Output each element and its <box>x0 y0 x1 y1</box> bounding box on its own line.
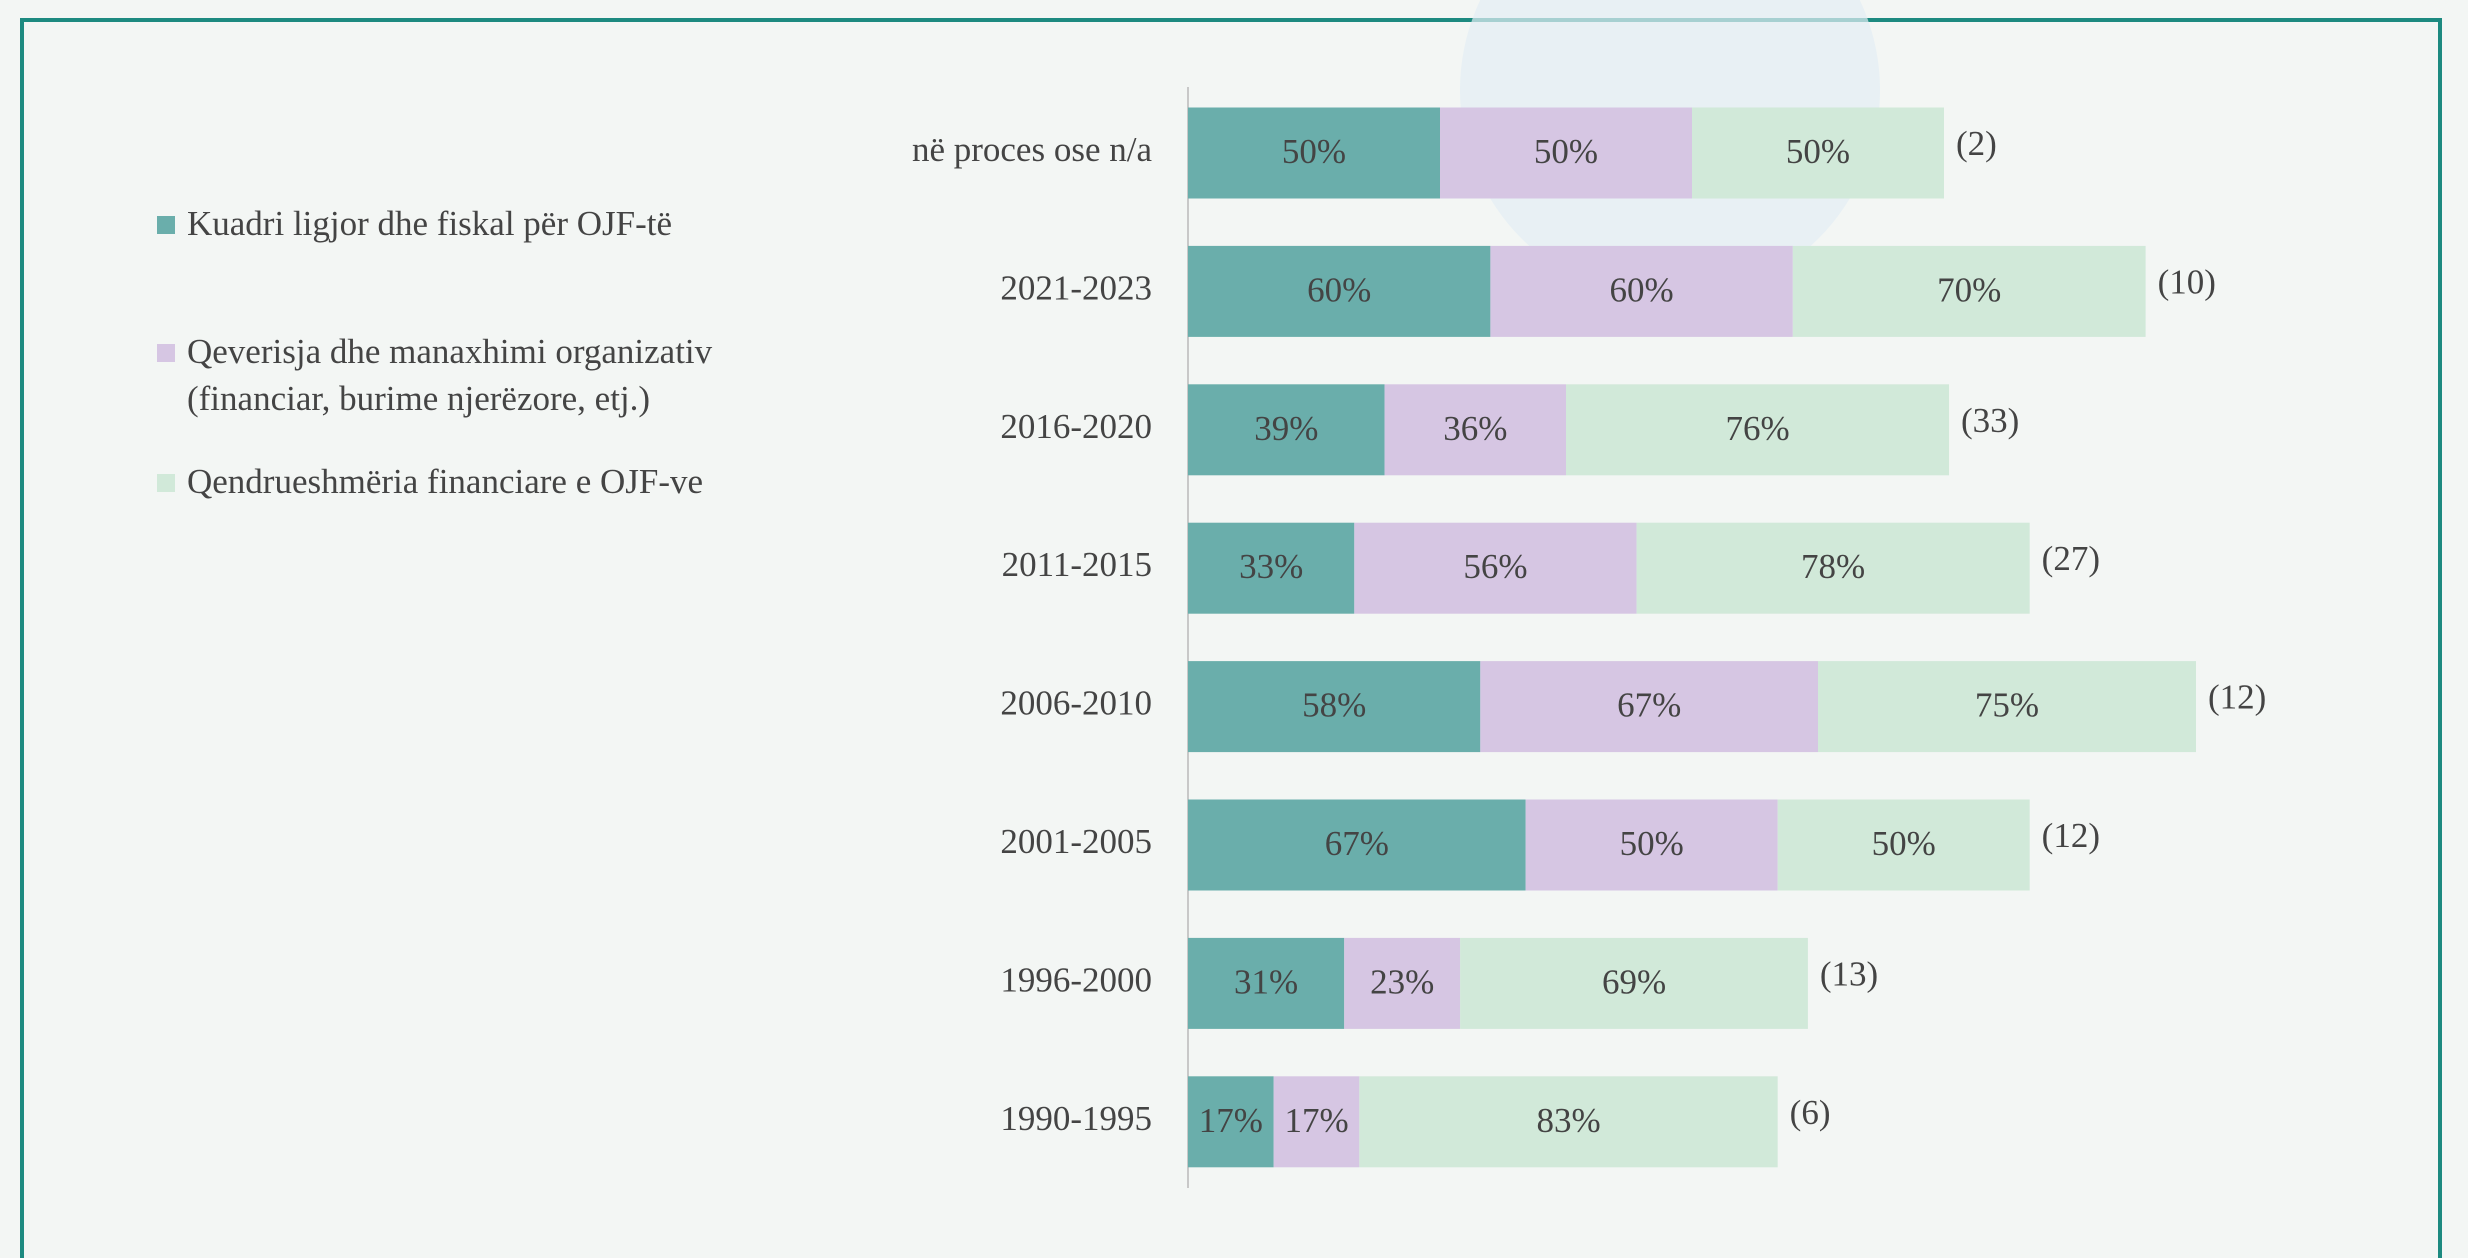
data-label: 70% <box>1937 270 2001 309</box>
category-label: 2011-2015 <box>1002 545 1152 584</box>
bar-segment <box>1188 245 1491 337</box>
annotation: (12) <box>2042 816 2100 855</box>
bar-segment <box>1273 1076 1360 1168</box>
data-label: 60% <box>1307 270 1371 309</box>
bar-segment <box>1692 107 1944 199</box>
bar-segment <box>1480 661 1818 753</box>
legend-label: Qeverisja dhe manaxhimi organizativ (fin… <box>187 332 713 418</box>
bar-segment <box>1440 107 1692 199</box>
data-label: 69% <box>1602 962 1666 1001</box>
data-label: 39% <box>1254 409 1318 448</box>
bar-segment <box>1188 937 1345 1029</box>
data-label: 17% <box>1199 1101 1263 1140</box>
bar-segment <box>1792 245 2146 337</box>
category-label: 2006-2010 <box>1000 684 1152 723</box>
category-label: 2021-2023 <box>1000 268 1152 307</box>
bar-segment <box>1525 799 1778 891</box>
data-label: 67% <box>1325 824 1389 863</box>
annotation: (12) <box>2208 678 2266 717</box>
category-label: 2016-2020 <box>1000 407 1152 446</box>
bar-segment <box>1359 1076 1778 1168</box>
legend-item: Qendrueshmëria financiare e OJF-ve <box>157 458 847 505</box>
legend-swatch <box>157 216 175 234</box>
data-label: 50% <box>1786 132 1850 171</box>
legend-label: Kuadri ligjor dhe fiskal për OJF-të <box>187 204 673 243</box>
data-label: 60% <box>1610 270 1674 309</box>
bar-segment <box>1490 245 1793 337</box>
bar-segment <box>1636 522 2030 614</box>
bar-segment <box>1777 799 2030 891</box>
legend-item: Qeverisja dhe manaxhimi organizativ (fin… <box>157 328 847 422</box>
data-label: 36% <box>1443 409 1507 448</box>
data-label: 78% <box>1801 547 1865 586</box>
bar-segment <box>1188 384 1385 476</box>
data-label: 56% <box>1463 547 1527 586</box>
data-label: 76% <box>1725 409 1789 448</box>
data-label: 50% <box>1872 824 1936 863</box>
data-label: 50% <box>1534 132 1598 171</box>
data-label: 17% <box>1284 1101 1348 1140</box>
legend-swatch <box>157 344 175 362</box>
data-label: 33% <box>1239 547 1303 586</box>
legend-label: Qendrueshmëria financiare e OJF-ve <box>187 462 704 501</box>
bar-segment <box>1354 522 1637 614</box>
frame <box>20 18 2442 1258</box>
data-label: 67% <box>1617 686 1681 725</box>
bar-segment <box>1384 384 1566 476</box>
category-label: 1996-2000 <box>1000 960 1152 999</box>
legend-swatch <box>157 474 175 492</box>
annotation: (10) <box>2158 262 2216 301</box>
data-label: 50% <box>1282 132 1346 171</box>
bar-segment <box>1566 384 1950 476</box>
data-label: 75% <box>1975 686 2039 725</box>
bar-segment <box>1188 522 1355 614</box>
bar-segment <box>1188 661 1481 753</box>
data-label: 83% <box>1536 1101 1600 1140</box>
category-label: në proces ose n/a <box>912 130 1153 169</box>
data-label: 23% <box>1370 962 1434 1001</box>
annotation: (13) <box>1820 954 1878 993</box>
annotation: (27) <box>2042 539 2100 578</box>
data-label: 31% <box>1234 962 1298 1001</box>
category-label: 2001-2005 <box>1000 822 1152 861</box>
bar-segment <box>1188 799 1526 891</box>
annotation: (2) <box>1956 124 1997 163</box>
data-label: 58% <box>1302 686 1366 725</box>
legend-item: Kuadri ligjor dhe fiskal për OJF-të <box>157 200 847 247</box>
bar-segment <box>1188 1076 1274 1168</box>
annotation: (6) <box>1790 1093 1831 1132</box>
annotation: (33) <box>1961 401 2019 440</box>
bar-segment <box>1460 937 1808 1029</box>
category-label: 1990-1995 <box>1000 1099 1152 1138</box>
bar-segment <box>1188 107 1440 199</box>
bar-segment <box>1344 937 1461 1029</box>
data-label: 50% <box>1620 824 1684 863</box>
bar-segment <box>1818 661 2196 753</box>
